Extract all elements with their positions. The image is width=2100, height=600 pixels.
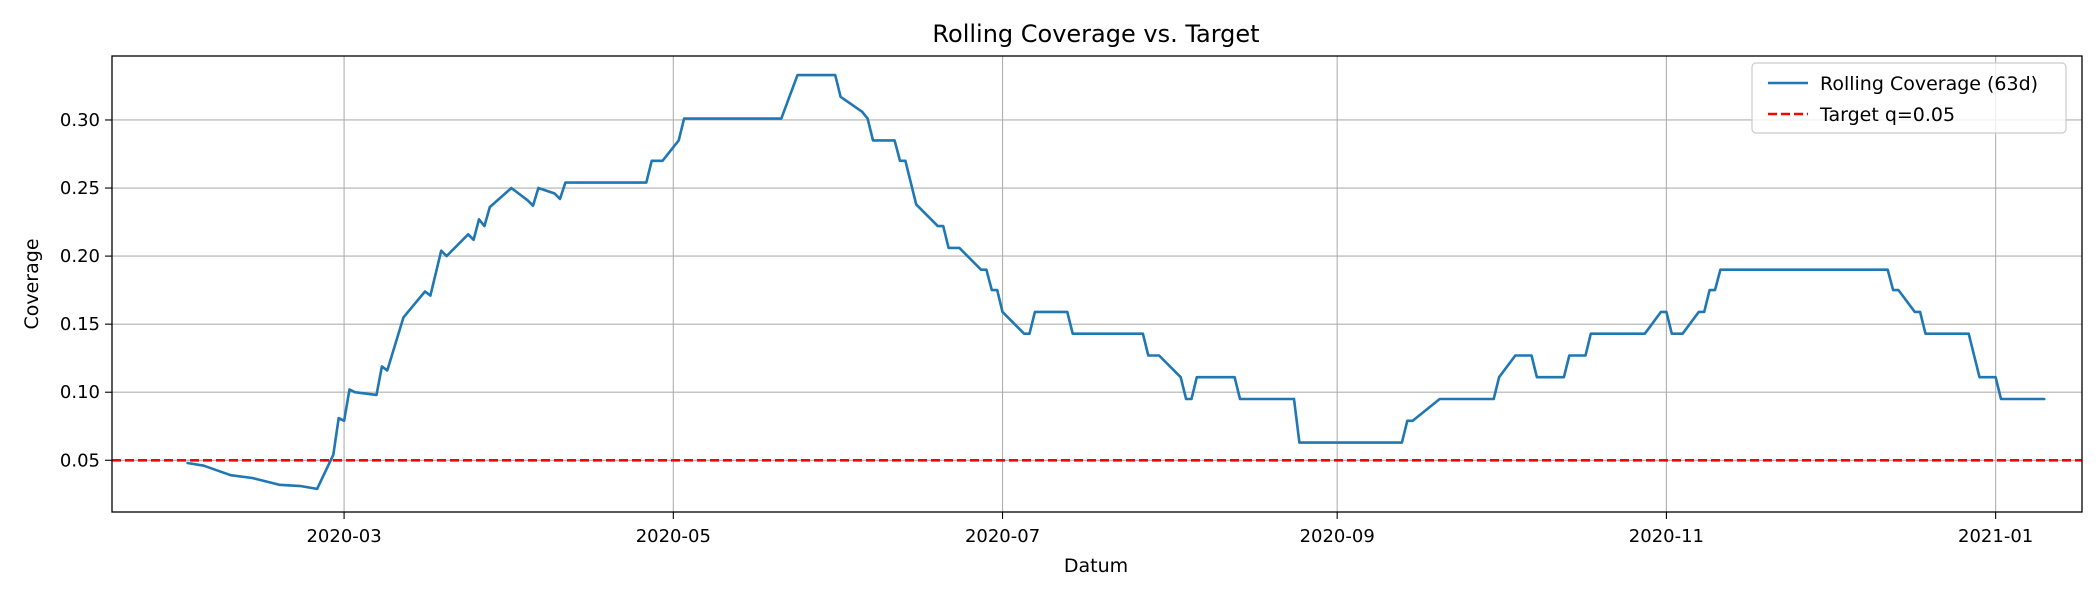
legend-label-rolling-coverage: Rolling Coverage (63d) [1820,73,2038,95]
y-tick-label: 0.25 [60,178,100,199]
x-tick-label: 2020-09 [1300,526,1375,547]
plot-area [112,73,2082,491]
x-tick-label: 2020-11 [1629,526,1704,547]
x-tick-label: 2020-03 [306,526,381,547]
x-tick-label: 2020-05 [636,526,711,547]
y-axis-label: Coverage [21,238,43,329]
y-tick-label: 0.15 [60,314,100,335]
x-tick-label: 2021-01 [1958,526,2033,547]
legend-box [1751,62,2067,134]
y-tick-label: 0.05 [60,450,100,471]
y-tick-label: 0.10 [60,382,100,403]
axes-frame [111,55,2083,513]
chart-title: Rolling Coverage vs. Target [932,20,1259,48]
legend: Rolling Coverage (63d) Target q=0.05 [1751,62,2067,134]
series-line-rolling-coverage [186,73,2046,491]
x-axis-ticks: 2020-03 2020-05 2020-07 2020-09 2020-11 2021-… [306,512,2033,547]
legend-label-target: Target q=0.05 [1819,104,1955,126]
y-tick-label: 0.20 [60,246,100,267]
x-axis-label: Datum [1064,555,1128,577]
y-tick-label: 0.30 [60,110,100,131]
y-axis-ticks: 0.05 0.10 0.15 0.20 0.25 0.30 [60,110,112,471]
x-tick-label: 2020-07 [965,526,1040,547]
